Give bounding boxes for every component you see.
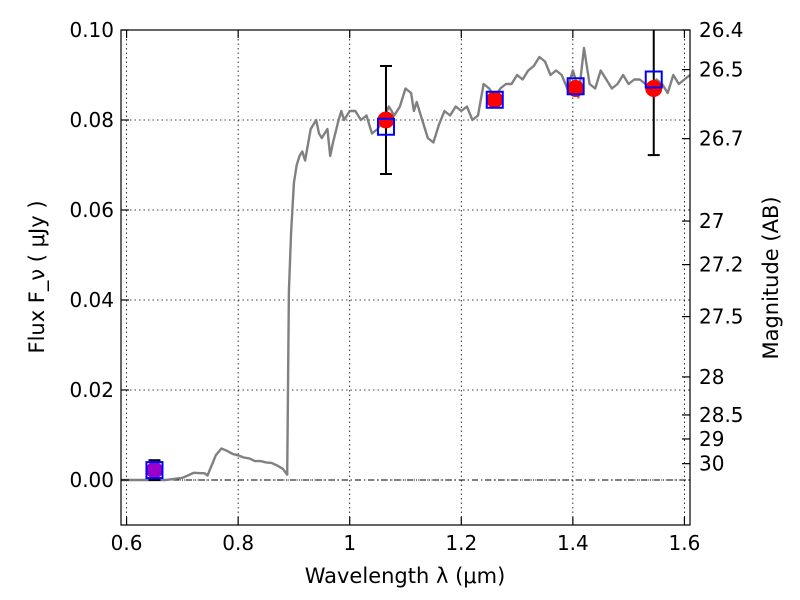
y-tick-label: 0.10 — [69, 18, 114, 42]
y-tick-label: 0.02 — [69, 378, 114, 402]
y-tick-label: 0.04 — [69, 288, 114, 312]
y-axis-label: Flux F_ν ( μJy ) — [25, 200, 50, 353]
y-axis-ticks: 0.00 0.02 0.04 0.06 0.08 0.10 — [69, 18, 129, 492]
x-axis-ticks: 0.6 0.8 1 1.2 1.4 1.6 — [111, 30, 701, 555]
right-axis-label: Magnitude (AB) — [759, 196, 783, 359]
x-tick-label: 0.8 — [222, 531, 254, 555]
plot-frame — [120, 29, 691, 526]
magnitude-tick-label: 26.5 — [699, 58, 744, 82]
model-spectrum-series — [121, 46, 691, 482]
magnitude-tick-label: 28.5 — [699, 403, 744, 427]
magnitude-tick-label: 26.7 — [699, 127, 744, 151]
magnitude-tick-label: 29 — [699, 427, 724, 451]
observed-flux-point — [486, 91, 504, 109]
model-band-flux-marker — [566, 77, 585, 96]
x-tick-label: 1 — [343, 531, 356, 555]
model-band-flux-marker — [485, 90, 504, 109]
magnitude-tick-label: 27.5 — [699, 305, 744, 329]
magnitude-tick-label: 27 — [699, 209, 724, 233]
magnitude-tick-label: 26.4 — [699, 18, 744, 42]
model-band-flux-marker — [376, 117, 395, 136]
error-bars — [148, 30, 660, 481]
model-band-flux-marker — [145, 461, 164, 480]
magnitude-tick-label: 28 — [699, 365, 724, 389]
y-tick-label: 0.06 — [69, 198, 114, 222]
photometry-points — [145, 70, 663, 480]
x-tick-label: 1.6 — [669, 531, 701, 555]
x-tick-label: 1.2 — [445, 531, 477, 555]
magnitude-tick-label: 27.2 — [699, 253, 744, 277]
model-spectrum-line — [121, 46, 691, 482]
observed-flux-point — [145, 461, 163, 479]
observed-flux-point — [377, 111, 395, 129]
y-tick-label: 0.08 — [69, 108, 114, 132]
model-band-flux-marker — [644, 70, 663, 89]
x-tick-label: 1.4 — [557, 531, 589, 555]
x-tick-label: 0.6 — [111, 531, 143, 555]
x-axis-label: Wavelength λ (μm) — [305, 564, 506, 588]
grid-lines — [121, 29, 690, 525]
y-tick-label: 0.00 — [69, 468, 114, 492]
magnitude-tick-label: 30 — [699, 452, 724, 476]
